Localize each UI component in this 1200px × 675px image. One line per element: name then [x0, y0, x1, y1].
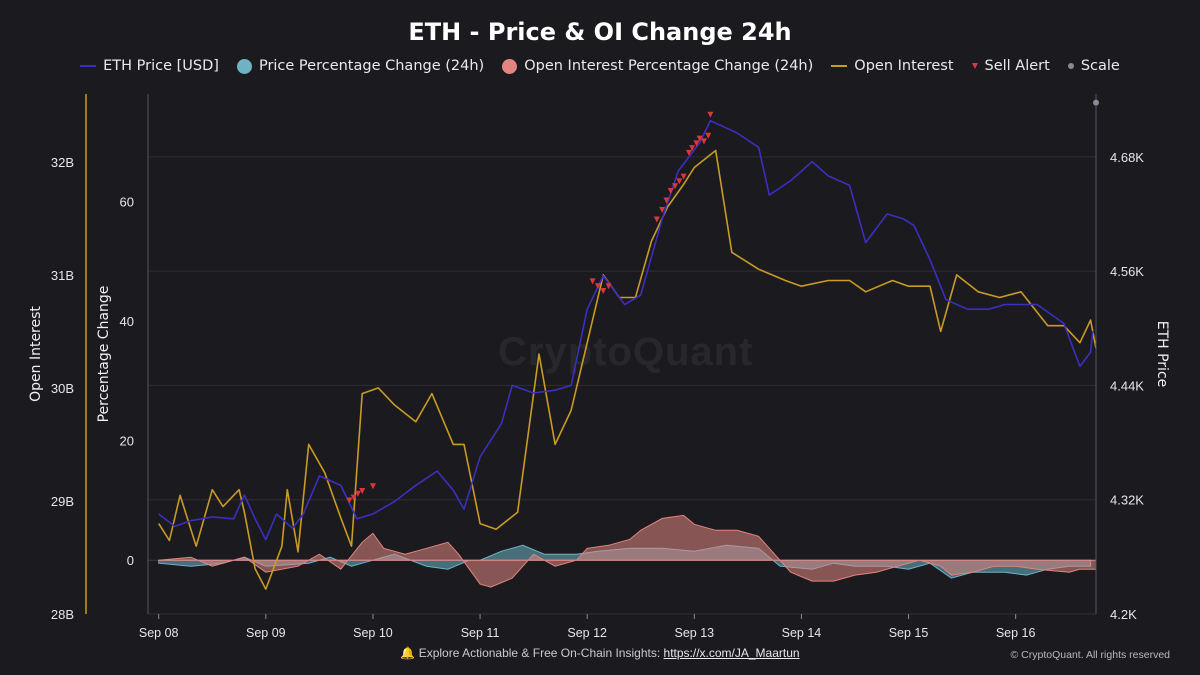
- sell-alert-marker: [696, 135, 703, 142]
- x-tick-label: Sep 11: [461, 626, 500, 640]
- x-tick-label: Sep 10: [353, 626, 393, 640]
- sell-alerts: [346, 99, 1099, 504]
- sell-alert-marker: [707, 111, 714, 118]
- legend-label: Scale: [1080, 58, 1120, 74]
- sell-alert-marker: [672, 183, 679, 190]
- legend-item-oi-change[interactable]: Open Interest Percentage Change (24h): [502, 58, 813, 74]
- sell-alert-triangle-icon: [971, 63, 978, 69]
- legend-item-eth-price[interactable]: ETH Price [USD]: [80, 58, 219, 74]
- sell-alert-marker: [589, 278, 596, 285]
- sell-alert-marker: [705, 132, 712, 139]
- footer: 🔔 Explore Actionable & Free On-Chain Ins…: [0, 646, 1200, 660]
- sell-alert-marker: [693, 140, 700, 147]
- open-interest-line: [158, 149, 1097, 590]
- x-tick-label: Sep 16: [996, 626, 1036, 640]
- copyright: © CryptoQuant. All rights reserved: [1010, 649, 1170, 661]
- oi-change-area: [158, 514, 1097, 588]
- legend-label: Open Interest: [854, 58, 954, 74]
- scale-dot: [1093, 99, 1099, 106]
- x-tick-label: Sep 14: [782, 626, 822, 640]
- eth-price-line: [158, 119, 1094, 541]
- oi-tick-label: 32B: [51, 155, 74, 170]
- x-tick-label: Sep 09: [246, 626, 286, 640]
- legend-line-swatch: [80, 65, 97, 67]
- legend-item-price-change[interactable]: Price Percentage Change (24h): [236, 58, 485, 74]
- price-tick-label: 4.56K: [1110, 264, 1144, 279]
- price-tick-label: 4.68K: [1110, 150, 1144, 165]
- sell-alert-marker: [594, 283, 601, 290]
- sell-alert-marker: [369, 483, 376, 490]
- pct-tick-label: 0: [127, 553, 134, 568]
- percentage-change-areas: [158, 514, 1097, 588]
- legend-label: Sell Alert: [984, 58, 1050, 74]
- pct-axis-title: Percentage Change: [96, 286, 112, 423]
- oi-axis-title: Open Interest: [28, 306, 44, 402]
- x-tick-label: Sep 08: [139, 626, 179, 640]
- sell-alert-marker: [350, 494, 357, 501]
- pct-tick-label: 60: [120, 195, 134, 210]
- sell-alert-marker: [663, 197, 670, 204]
- sell-alert-marker: [667, 187, 674, 194]
- oi-tick-label: 30B: [51, 381, 74, 396]
- sell-alert-marker: [359, 487, 366, 494]
- sell-alert-marker: [653, 216, 660, 223]
- legend-dot-swatch: [502, 58, 518, 74]
- legend-label: ETH Price [USD]: [103, 58, 219, 74]
- sell-alert-marker: [605, 283, 612, 290]
- x-tick-label: Sep 15: [889, 626, 929, 640]
- legend-item-scale[interactable]: Scale: [1067, 58, 1120, 74]
- oi-tick-label: 28B: [51, 607, 74, 622]
- sell-alert-marker: [680, 173, 687, 180]
- legend-line-swatch: [831, 65, 848, 67]
- oi-tick-label: 31B: [51, 268, 74, 283]
- axes: 28B 29B 30B 31B 32B 0 20 40 60 4.2K 4.32K 4.44K 4.56…: [28, 94, 1170, 640]
- oi-tick-label: 29B: [51, 494, 74, 509]
- sell-alert-marker: [354, 490, 361, 497]
- legend-item-open-interest[interactable]: Open Interest: [831, 58, 954, 74]
- legend-label: Open Interest Percentage Change (24h): [524, 58, 814, 74]
- sell-alert-marker: [700, 138, 707, 145]
- x-tick-label: Sep 12: [567, 626, 607, 640]
- sell-alert-marker: [600, 287, 607, 294]
- price-axis-title: ETH Price: [1154, 321, 1170, 388]
- pct-tick-label: 20: [120, 434, 134, 449]
- scale-dot-icon: [1067, 63, 1074, 69]
- sell-alert-marker: [676, 178, 683, 185]
- footer-text: Explore Actionable & Free On-Chain Insig…: [418, 646, 661, 660]
- legend-label: Price Percentage Change (24h): [258, 58, 485, 74]
- bell-icon: 🔔: [400, 646, 416, 660]
- sell-alert-marker: [689, 145, 696, 152]
- sell-alert-marker: [685, 149, 692, 156]
- price-tick-label: 4.44K: [1110, 378, 1144, 393]
- sell-alert-marker: [346, 497, 353, 504]
- chart-title: ETH - Price & OI Change 24h: [408, 18, 792, 46]
- price-tick-label: 4.2K: [1110, 607, 1137, 622]
- footer-link[interactable]: https://x.com/JA_Maartun: [663, 646, 800, 660]
- sell-alert-marker: [659, 207, 666, 213]
- chart-legend: ETH Price [USD] Price Percentage Change …: [0, 58, 1200, 74]
- watermark: CryptoQuant: [498, 330, 754, 374]
- price-tick-label: 4.32K: [1110, 493, 1144, 508]
- series-lines: [158, 119, 1097, 590]
- pct-tick-label: 40: [120, 314, 134, 329]
- legend-dot-swatch: [236, 58, 252, 74]
- legend-item-sell-alert[interactable]: Sell Alert: [971, 58, 1050, 74]
- x-tick-label: Sep 13: [674, 626, 714, 640]
